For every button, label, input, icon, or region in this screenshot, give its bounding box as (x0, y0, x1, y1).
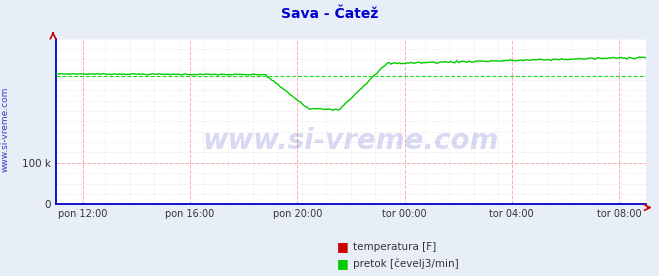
Text: ■: ■ (337, 257, 349, 270)
Text: Sava - Čatež: Sava - Čatež (281, 7, 378, 21)
Text: temperatura [F]: temperatura [F] (353, 242, 436, 252)
Text: ■: ■ (337, 240, 349, 254)
Text: www.si-vreme.com: www.si-vreme.com (1, 87, 10, 172)
Text: www.si-vreme.com: www.si-vreme.com (203, 127, 499, 155)
Text: pretok [čevelj3/min]: pretok [čevelj3/min] (353, 258, 458, 269)
